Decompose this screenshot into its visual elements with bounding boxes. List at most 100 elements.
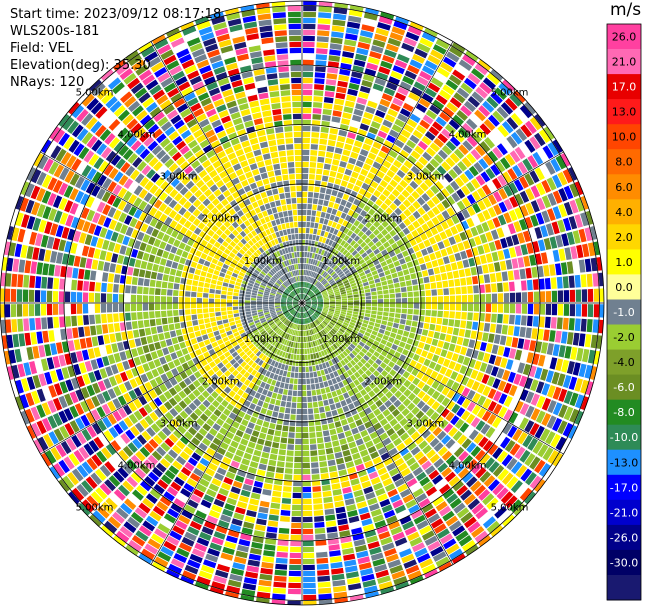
range-gate: [160, 415, 170, 425]
range-gate: [215, 220, 223, 228]
range-gate: [176, 493, 189, 503]
range-gate: [211, 246, 218, 253]
range-gate: [397, 367, 406, 375]
range-gate: [394, 457, 405, 467]
range-gate: [264, 216, 271, 223]
range-gate: [309, 309, 314, 314]
range-gate: [451, 403, 461, 414]
range-gate: [282, 293, 288, 297]
range-gate: [78, 268, 85, 280]
range-gate: [326, 73, 338, 80]
range-gate: [308, 234, 313, 240]
range-gate: [266, 165, 274, 172]
range-gate: [303, 312, 305, 319]
range-gate: [327, 538, 340, 545]
range-gate: [209, 361, 216, 368]
range-gate: [323, 356, 328, 362]
range-gate: [32, 217, 42, 231]
range-gate: [434, 363, 442, 372]
range-gate: [391, 473, 402, 482]
range-gate: [119, 245, 127, 255]
range-gate: [128, 358, 136, 368]
range-gate: [279, 270, 284, 276]
range-gate: [120, 162, 131, 173]
range-gate: [407, 374, 416, 382]
range-gate: [272, 260, 277, 266]
range-gate: [452, 430, 463, 441]
range-gate: [93, 347, 101, 358]
range-gate: [243, 235, 251, 242]
range-gate: [133, 268, 140, 277]
range-gate: [398, 376, 407, 384]
range-gate: [259, 346, 266, 352]
range-gate: [188, 170, 197, 180]
range-gate: [113, 123, 125, 135]
range-gate: [286, 303, 293, 305]
range-gate: [314, 334, 318, 340]
range-gate: [245, 387, 252, 394]
range-gate: [181, 347, 189, 356]
range-gate: [552, 402, 563, 416]
range-gate: [272, 490, 282, 497]
range-gate: [329, 227, 335, 234]
range-gate: [341, 541, 353, 549]
range-gate: [154, 408, 164, 418]
range-gate: [320, 369, 325, 376]
range-gate: [100, 525, 114, 537]
range-gate: [268, 271, 274, 277]
range-gate: [206, 202, 215, 211]
range-gate: [177, 471, 188, 482]
range-gate: [99, 464, 112, 477]
range-gate: [347, 15, 362, 23]
range-gate: [452, 480, 464, 492]
range-gate: [442, 488, 455, 500]
range-gate: [231, 341, 239, 347]
range-gate: [228, 208, 236, 216]
range-gate: [497, 380, 507, 392]
range-gate: [304, 257, 307, 264]
range-gate: [308, 240, 312, 246]
range-gate: [192, 218, 201, 227]
range-gate: [451, 381, 460, 391]
range-gate: [315, 320, 319, 325]
range-gate: [238, 174, 247, 182]
range-gate: [302, 456, 310, 463]
range-gate: [412, 339, 419, 347]
range-gate: [486, 497, 499, 510]
range-gate: [303, 1, 317, 6]
range-gate: [205, 129, 216, 139]
range-gate: [293, 474, 302, 481]
range-gate: [468, 358, 476, 368]
range-gate: [282, 425, 289, 432]
range-gate: [320, 262, 325, 269]
range-gate: [226, 194, 234, 203]
range-gate: [454, 418, 465, 429]
range-gate: [245, 151, 254, 159]
range-gate: [259, 262, 266, 269]
range-gate: [345, 315, 352, 319]
range-gate: [295, 270, 298, 276]
range-gate: [267, 170, 275, 178]
range-gate: [561, 359, 569, 373]
range-gate: [262, 252, 268, 258]
range-gate: [312, 395, 318, 402]
range-gate: [342, 449, 351, 457]
range-gate: [386, 134, 396, 144]
range-gate: [164, 243, 172, 252]
range-gate: [320, 322, 326, 328]
range-gate: [256, 418, 264, 426]
range-gate: [402, 75, 415, 86]
range-gate: [296, 282, 299, 288]
range-gate: [357, 469, 367, 477]
range-gate: [76, 109, 89, 123]
range-gate: [223, 278, 230, 283]
range-gate: [172, 460, 183, 471]
range-gate: [366, 132, 376, 141]
range-gate: [524, 377, 533, 390]
range-gate: [342, 112, 352, 120]
range-gate: [385, 553, 399, 563]
range-gate: [291, 277, 294, 283]
range-gate: [271, 289, 277, 293]
range-gate: [328, 201, 335, 208]
range-gate: [341, 57, 353, 65]
